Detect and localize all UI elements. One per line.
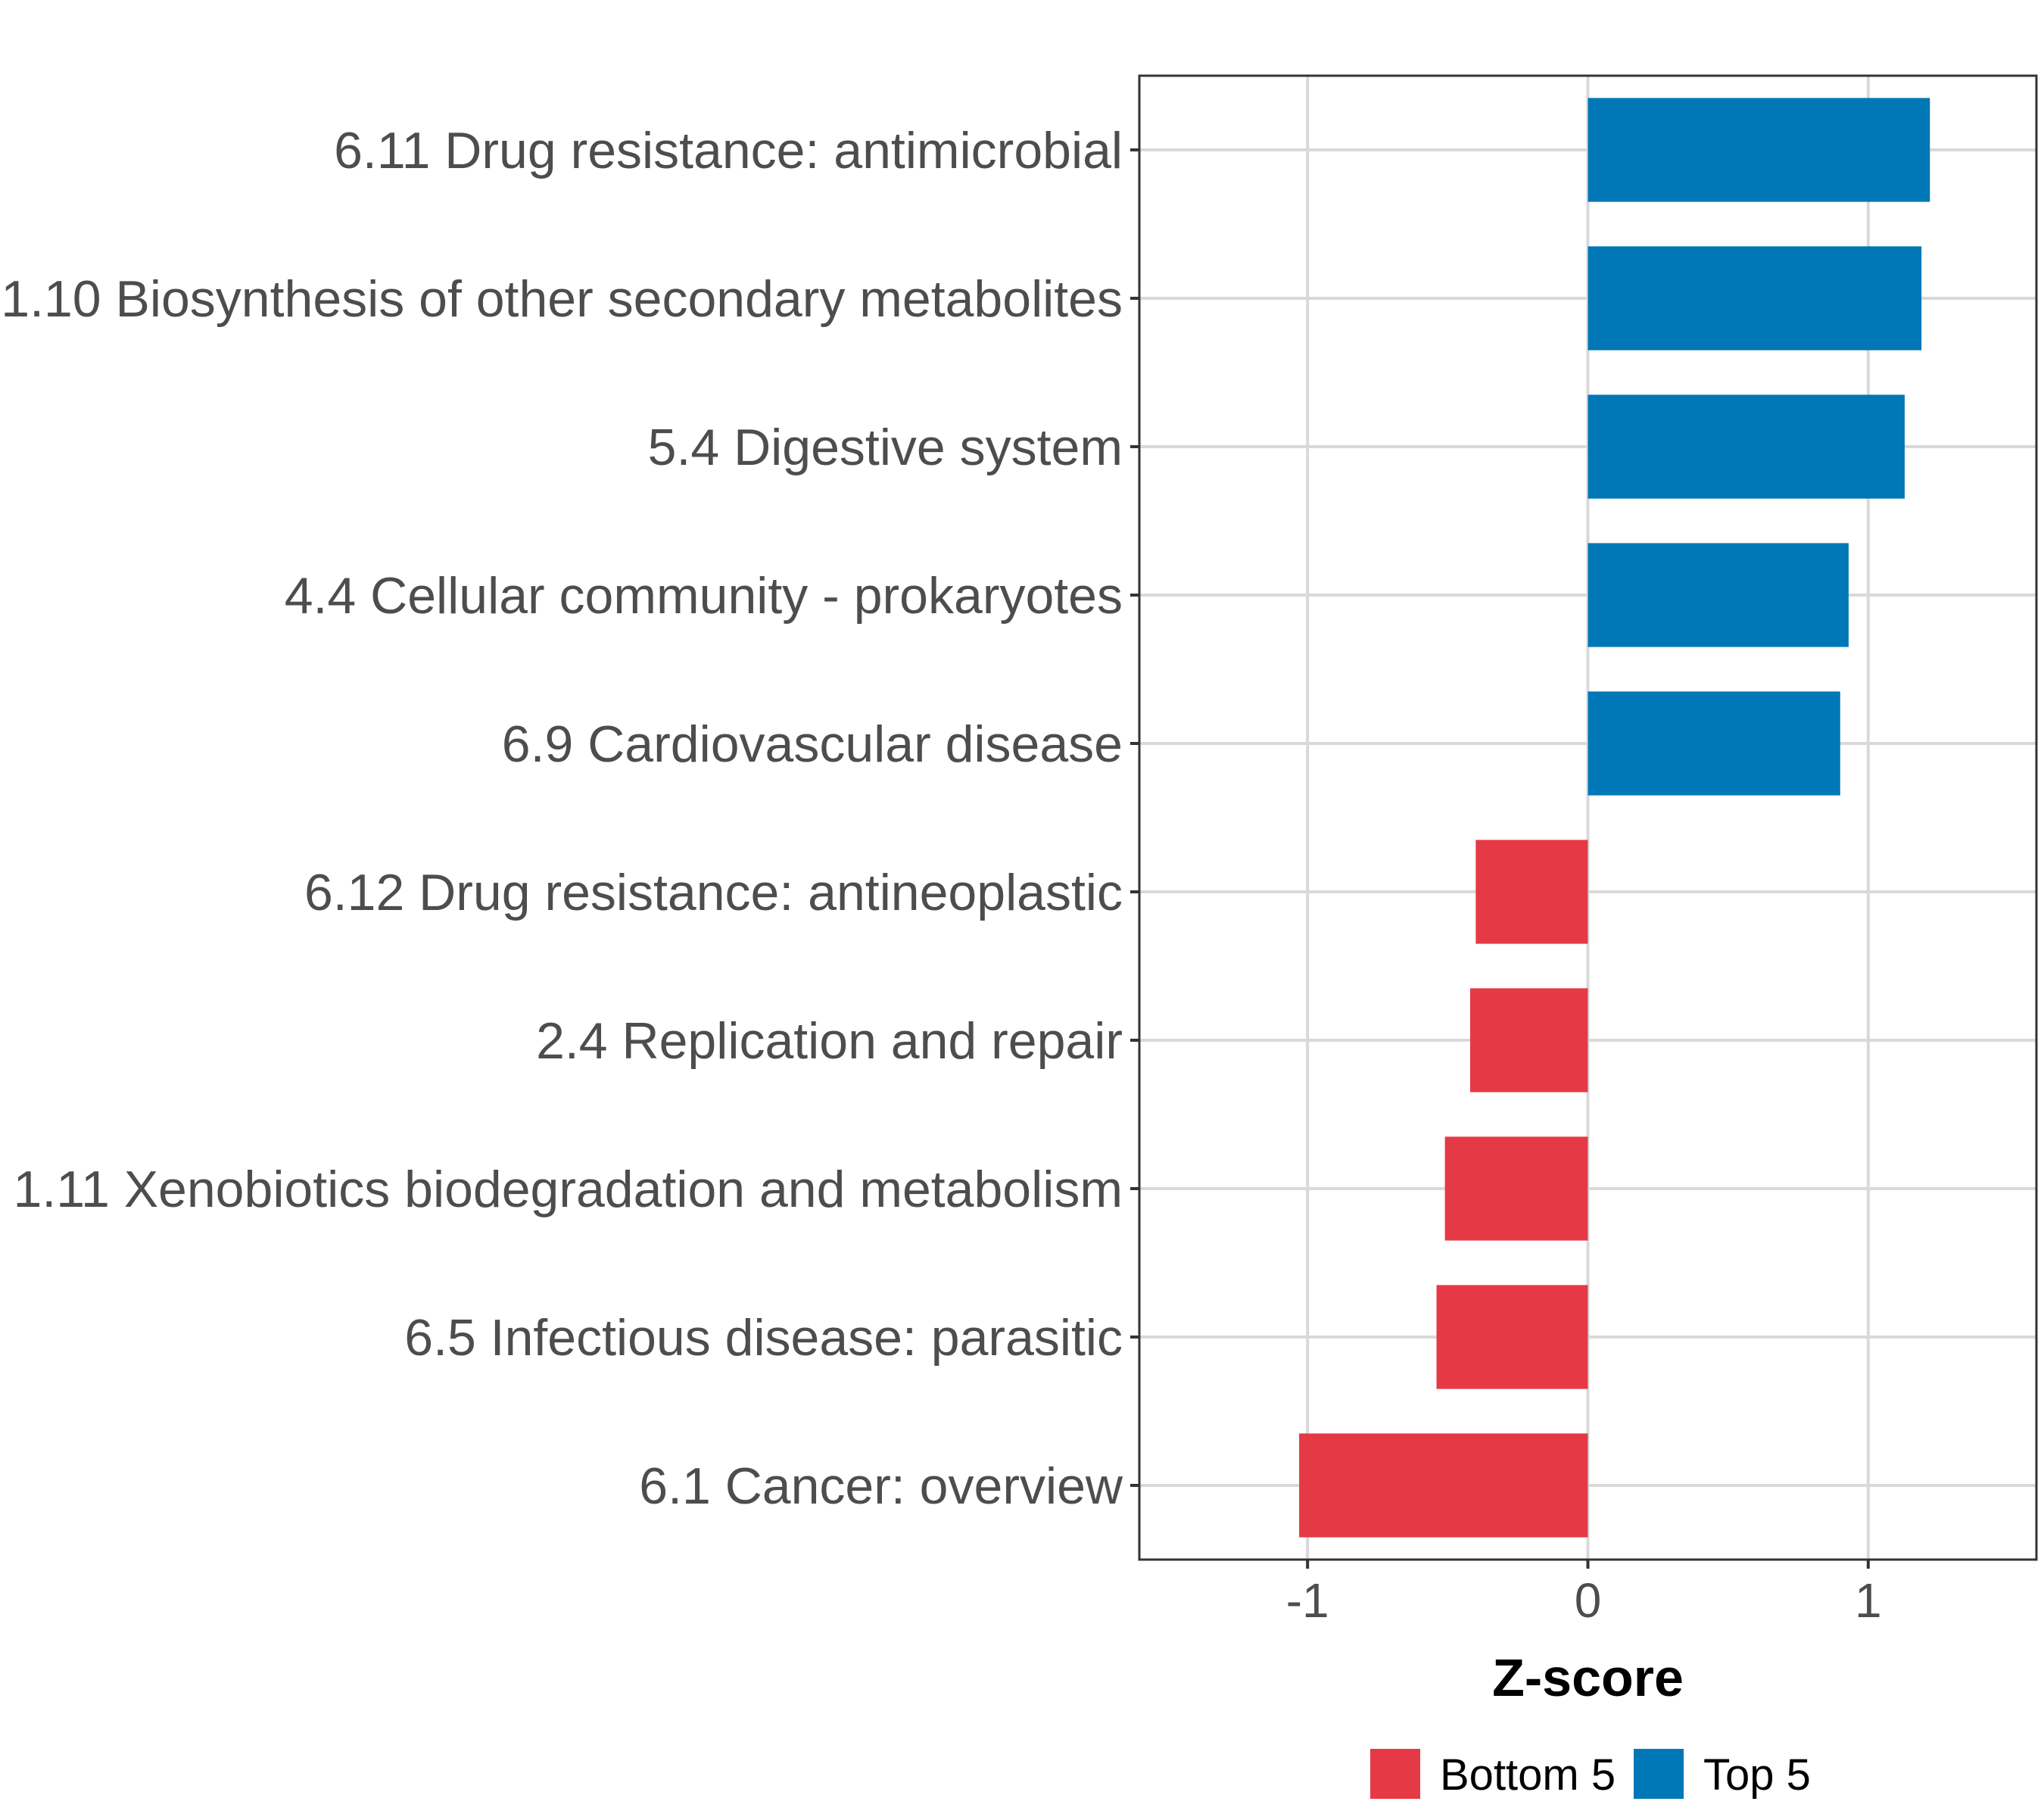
x-tick-label: 1 bbox=[1855, 1573, 1882, 1628]
y-tick-label: 1.10 Biosynthesis of other secondary met… bbox=[1, 270, 1123, 328]
bar bbox=[1588, 98, 1930, 202]
y-tick-label: 6.1 Cancer: overview bbox=[639, 1457, 1123, 1515]
y-tick-label: 1.11 Xenobiotics biodegradation and meta… bbox=[14, 1161, 1123, 1218]
bar bbox=[1588, 246, 1922, 351]
legend-key bbox=[1370, 1749, 1420, 1799]
y-tick-label: 6.11 Drug resistance: antimicrobial bbox=[334, 122, 1123, 179]
x-axis: -1 0 1 bbox=[1286, 1560, 1882, 1628]
bar bbox=[1588, 394, 1905, 499]
y-tick-label: 6.5 Infectious disease: parasitic bbox=[404, 1309, 1123, 1367]
bar bbox=[1588, 691, 1840, 796]
x-axis-title: Z-score bbox=[1492, 1648, 1684, 1707]
bar bbox=[1444, 1136, 1588, 1241]
legend-key bbox=[1634, 1749, 1684, 1799]
x-tick-label: -1 bbox=[1286, 1573, 1329, 1628]
bars bbox=[1299, 98, 1930, 1538]
legend: Bottom 5 Top 5 bbox=[1370, 1749, 1811, 1800]
y-tick-label: 5.4 Digestive system bbox=[648, 419, 1123, 476]
legend-label: Top 5 bbox=[1703, 1750, 1811, 1800]
y-tick-label: 2.4 Replication and repair bbox=[536, 1012, 1123, 1070]
bar bbox=[1469, 988, 1588, 1092]
x-tick-label: 0 bbox=[1575, 1573, 1602, 1628]
legend-label: Bottom 5 bbox=[1440, 1750, 1616, 1800]
y-axis: 6.11 Drug resistance: antimicrobial 1.10 … bbox=[1, 122, 1139, 1515]
bar bbox=[1475, 840, 1588, 944]
y-tick-label: 6.12 Drug resistance: antineoplastic bbox=[304, 864, 1123, 921]
bar bbox=[1588, 543, 1849, 647]
y-tick-label: 4.4 Cellular community - prokaryotes bbox=[285, 567, 1123, 625]
y-tick-label: 6.9 Cardiovascular disease bbox=[502, 715, 1123, 773]
bar bbox=[1436, 1285, 1588, 1389]
bar bbox=[1299, 1433, 1588, 1538]
